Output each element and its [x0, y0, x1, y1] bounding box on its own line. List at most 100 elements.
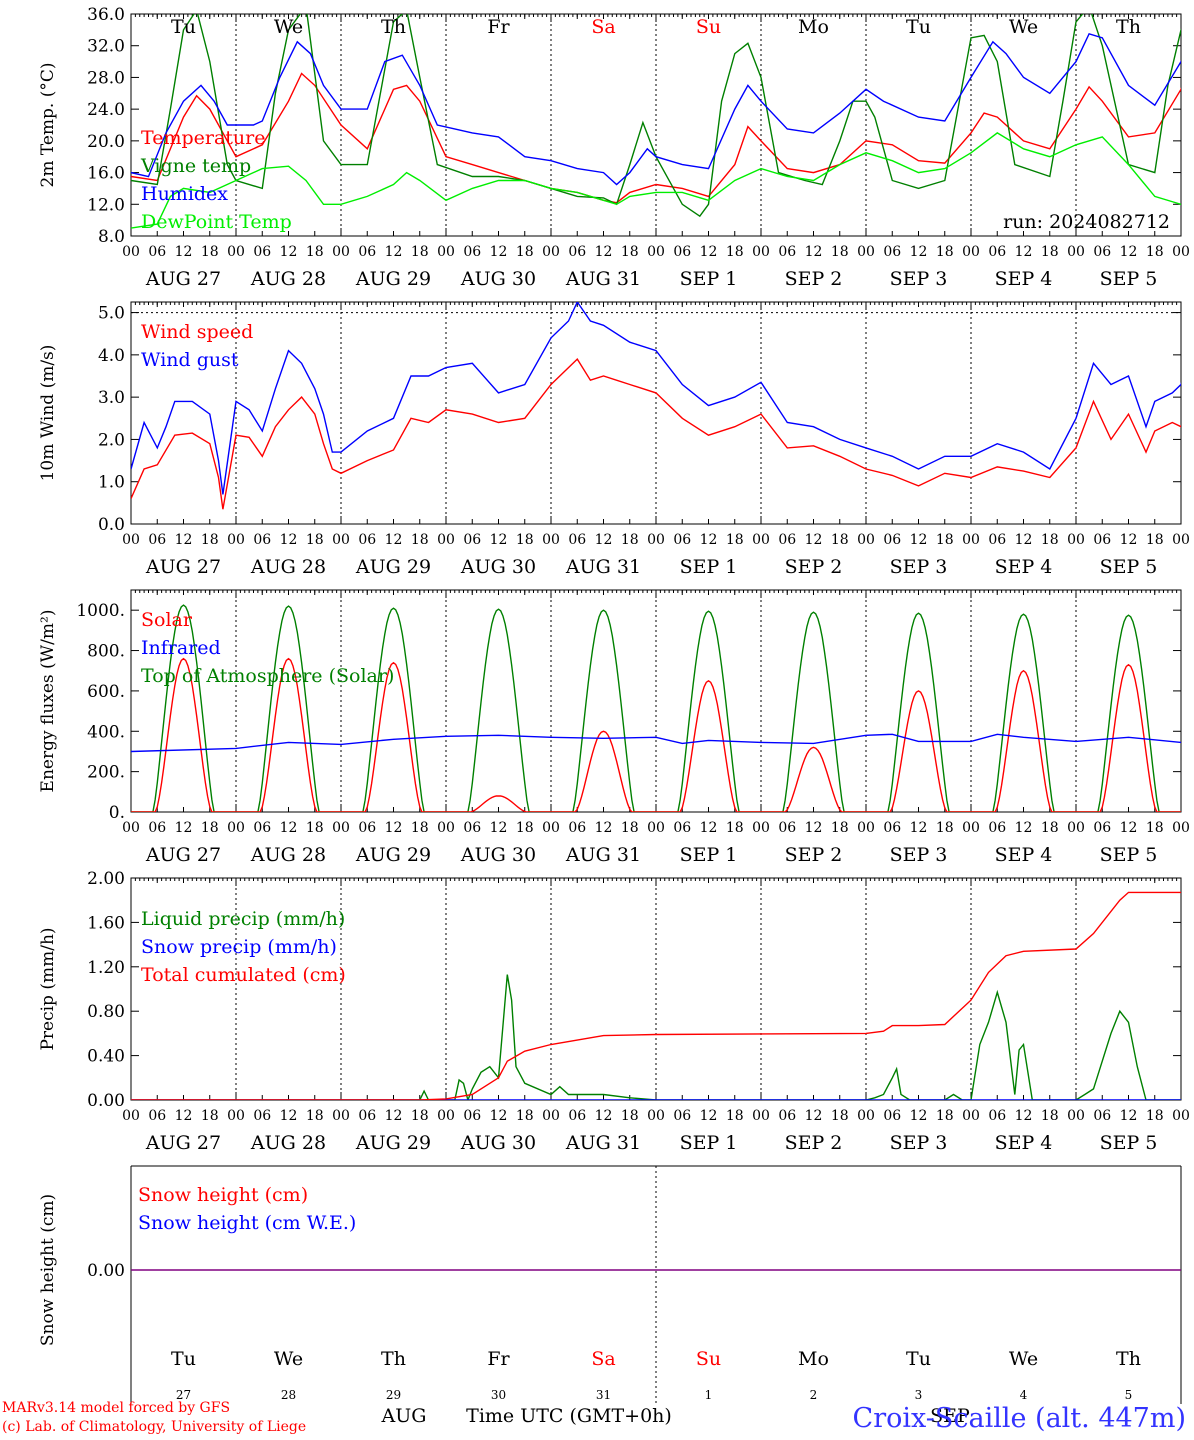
y-tick-label: 12.0 [87, 195, 125, 215]
y-axis-label: Precip (mm/h) [38, 927, 58, 1050]
date-label: SEP 5 [1100, 844, 1158, 866]
hour-label: 00 [332, 1108, 350, 1124]
date-label: SEP 4 [995, 1132, 1053, 1154]
day-number-label: 29 [386, 1388, 401, 1402]
y-tick-label: 2.00 [87, 869, 125, 889]
weekday-label: Su [696, 16, 721, 38]
hour-label: 12 [700, 1108, 718, 1124]
day-number-label: 2 [810, 1388, 818, 1402]
day-number-label: 28 [281, 1388, 296, 1402]
hour-label: 00 [647, 1108, 665, 1124]
legend-entry: Vigne temp [140, 155, 251, 177]
hour-label: 00 [437, 820, 455, 836]
series-vigne-temp [131, 14, 1181, 218]
hour-label: 06 [883, 244, 901, 260]
weekday-label: We [1009, 16, 1038, 38]
hour-label: 06 [883, 1108, 901, 1124]
hour-label: 12 [175, 532, 193, 548]
hour-label: 00 [122, 1108, 140, 1124]
weekday-label: Tu [906, 16, 931, 38]
hour-label: 12 [1015, 532, 1033, 548]
date-label: SEP 2 [785, 268, 843, 290]
weekday-label: Th [1116, 1348, 1141, 1370]
hour-label: 00 [647, 532, 665, 548]
y-tick-label: 800. [87, 642, 125, 662]
legend-entry: Wind speed [141, 321, 253, 343]
hour-label: 12 [490, 532, 508, 548]
date-label: AUG 30 [460, 268, 536, 290]
legend-entry: Top of Atmosphere (Solar) [141, 665, 394, 687]
hour-label: 12 [175, 244, 193, 260]
hour-label: 00 [752, 244, 770, 260]
day-number-label: 31 [596, 1388, 611, 1402]
hour-label: 18 [1041, 820, 1059, 836]
model-credit: MARv3.14 model forced by GFS [2, 1400, 231, 1416]
hour-label: 18 [201, 532, 219, 548]
hour-label: 00 [437, 532, 455, 548]
hour-label: 06 [148, 1108, 166, 1124]
month-label: SEP [930, 1405, 970, 1427]
hour-label: 18 [621, 1108, 639, 1124]
hour-label: 12 [700, 244, 718, 260]
hour-label: 06 [988, 532, 1006, 548]
y-tick-label: 200. [87, 763, 125, 783]
date-label: AUG 28 [250, 844, 326, 866]
day-number-label: 27 [176, 1388, 191, 1402]
hour-label: 12 [280, 1108, 298, 1124]
hour-label: 06 [988, 244, 1006, 260]
date-label: SEP 5 [1100, 1132, 1158, 1154]
hour-label: 00 [542, 244, 560, 260]
weekday-label: We [274, 1348, 303, 1370]
hour-label: 00 [962, 244, 980, 260]
hour-label: 18 [1146, 532, 1164, 548]
hour-label: 18 [1146, 1108, 1164, 1124]
hour-label: 06 [358, 532, 376, 548]
hour-label: 18 [1146, 820, 1164, 836]
hour-label: 18 [201, 1108, 219, 1124]
hour-label: 00 [542, 1108, 560, 1124]
date-label: AUG 27 [145, 556, 221, 578]
hour-label: 00 [227, 244, 245, 260]
hour-label: 00 [752, 820, 770, 836]
series-total-cumulated-cm- [131, 891, 1181, 1100]
hour-label: 00 [1172, 1108, 1190, 1124]
weekday-label: Fr [487, 16, 510, 38]
hour-label: 12 [910, 532, 928, 548]
hour-label: 00 [122, 244, 140, 260]
y-tick-label: 1000. [76, 601, 125, 621]
hour-label: 06 [778, 532, 796, 548]
hour-label: 12 [385, 820, 403, 836]
date-label: SEP 5 [1100, 556, 1158, 578]
y-tick-label: 36.0 [87, 5, 125, 25]
hour-label: 18 [411, 820, 429, 836]
date-label: AUG 29 [355, 268, 431, 290]
series-toa-solar [131, 604, 1181, 812]
hour-label: 18 [516, 532, 534, 548]
date-label: AUG 29 [355, 1132, 431, 1154]
date-label: AUG 31 [565, 844, 641, 866]
weekday-label: Sa [591, 1348, 615, 1370]
y-tick-label: 2.0 [98, 430, 125, 450]
series-temperature [131, 72, 1181, 204]
hour-label: 12 [700, 820, 718, 836]
hour-label: 12 [805, 244, 823, 260]
hour-label: 12 [385, 244, 403, 260]
hour-label: 00 [1172, 820, 1190, 836]
hour-label: 12 [490, 244, 508, 260]
hour-label: 00 [332, 820, 350, 836]
y-tick-label: 5.0 [98, 304, 125, 324]
hour-label: 12 [280, 532, 298, 548]
y-tick-label: 4.0 [98, 346, 125, 366]
weekday-label: We [1009, 1348, 1038, 1370]
hour-label: 18 [831, 244, 849, 260]
y-tick-label: 3.0 [98, 388, 125, 408]
hour-label: 18 [306, 820, 324, 836]
date-label: SEP 2 [785, 844, 843, 866]
hour-label: 06 [673, 820, 691, 836]
hour-label: 18 [726, 244, 744, 260]
hour-label: 18 [516, 244, 534, 260]
hour-label: 00 [857, 244, 875, 260]
date-label: AUG 28 [250, 1132, 326, 1154]
hour-label: 06 [568, 244, 586, 260]
